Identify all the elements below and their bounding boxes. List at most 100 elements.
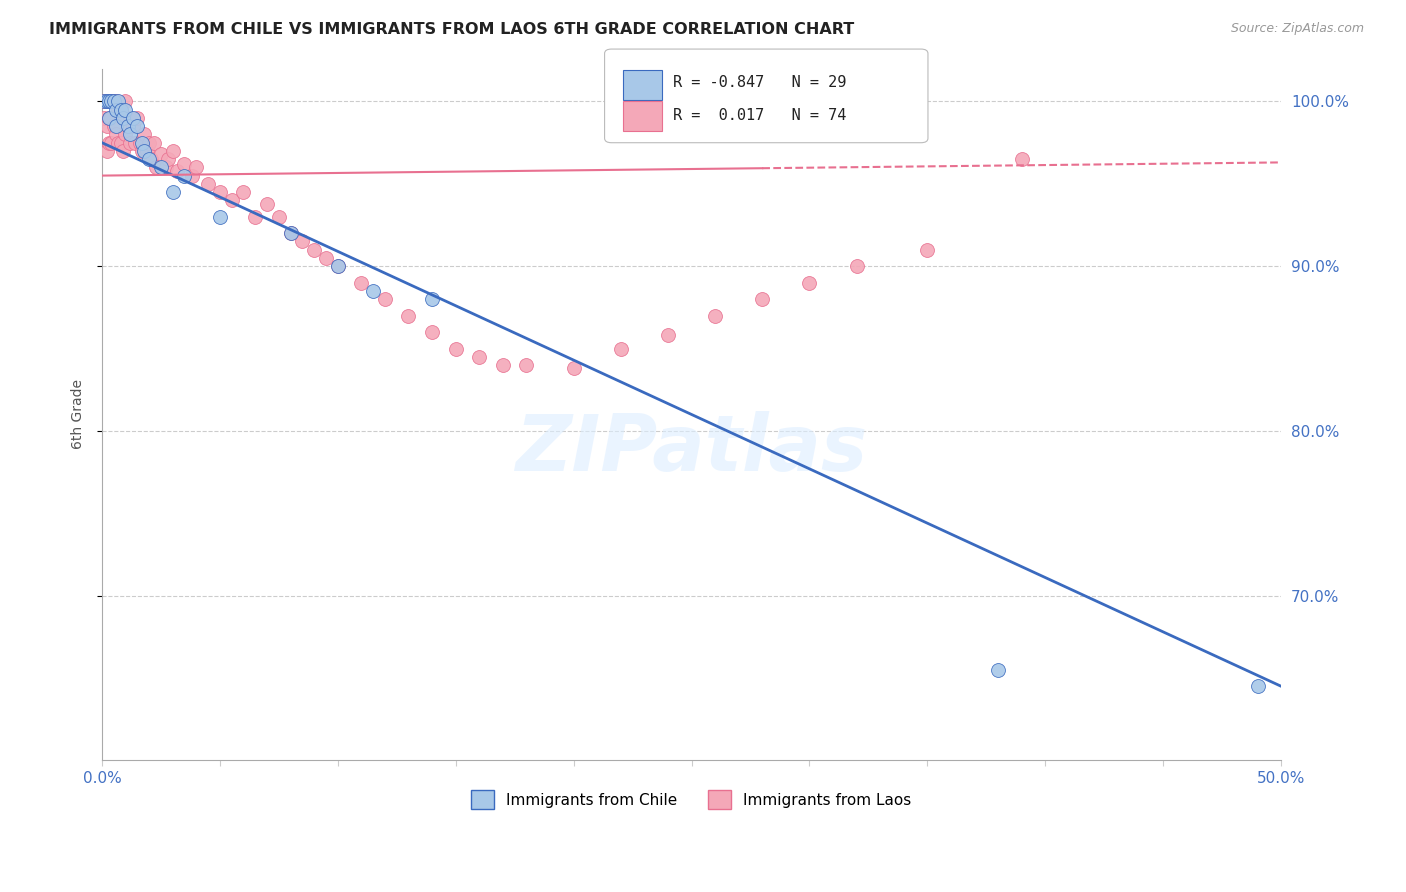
Point (103, 95, 125, 109)
Point (562, 361, 585, 376)
Point (114, 95, 136, 109)
Point (98, 111, 121, 125)
Point (105, 128, 128, 142)
Point (134, 144, 156, 158)
Point (232, 185, 254, 199)
Point (374, 292, 396, 306)
Point (302, 243, 325, 257)
Point (917, 243, 939, 257)
Point (96, 144, 118, 158)
Point (156, 152, 179, 166)
Point (845, 259, 868, 273)
Point (280, 226, 302, 240)
Point (492, 358, 515, 372)
Point (799, 276, 821, 290)
Point (291, 235, 314, 249)
Point (105, 95, 128, 109)
Point (131, 144, 153, 158)
Point (751, 292, 773, 306)
Point (245, 210, 267, 224)
Point (107, 136, 129, 150)
Point (120, 111, 142, 125)
Y-axis label: 6th Grade: 6th Grade (72, 379, 86, 450)
Point (180, 169, 202, 183)
Point (100, 111, 122, 125)
Text: IMMIGRANTS FROM CHILE VS IMMIGRANTS FROM LAOS 6TH GRADE CORRELATION CHART: IMMIGRANTS FROM CHILE VS IMMIGRANTS FROM… (49, 22, 855, 37)
Point (107, 95, 129, 109)
Point (173, 169, 195, 183)
Point (197, 177, 219, 191)
Point (120, 136, 142, 150)
Point (121, 111, 143, 125)
Point (107, 103, 129, 117)
Point (444, 342, 467, 356)
Text: ZIPatlas: ZIPatlas (516, 411, 868, 487)
Point (468, 350, 491, 364)
Point (98, 95, 121, 109)
Point (134, 128, 156, 142)
Point (96, 95, 118, 109)
Point (105, 119, 128, 133)
Point (162, 185, 184, 199)
Point (141, 152, 163, 166)
Point (135, 144, 157, 158)
Point (98, 136, 121, 150)
Point (110, 103, 132, 117)
Point (103, 95, 125, 109)
Point (114, 128, 136, 142)
Point (117, 119, 139, 133)
Point (326, 259, 349, 273)
Point (221, 194, 243, 208)
Point (186, 161, 208, 175)
Point (149, 147, 172, 161)
Point (1246, 679, 1268, 693)
Point (128, 136, 150, 150)
Point (131, 136, 153, 150)
Point (155, 161, 177, 175)
Point (112, 111, 135, 125)
Point (127, 111, 149, 125)
Legend: Immigrants from Chile, Immigrants from Laos: Immigrants from Chile, Immigrants from L… (465, 784, 918, 815)
Point (98, 111, 121, 125)
Point (1011, 152, 1033, 166)
Point (145, 161, 167, 175)
Point (420, 292, 443, 306)
Point (124, 136, 146, 150)
Point (93, 95, 115, 109)
Point (398, 309, 420, 323)
Point (610, 342, 633, 356)
Point (105, 103, 128, 117)
Point (138, 136, 160, 150)
Text: R =  0.017   N = 74: R = 0.017 N = 74 (673, 109, 846, 123)
Point (114, 103, 136, 117)
Point (100, 95, 122, 109)
Point (110, 136, 132, 150)
Point (98, 95, 121, 109)
Point (103, 119, 125, 133)
Point (657, 328, 679, 343)
Point (704, 309, 727, 323)
Text: Source: ZipAtlas.com: Source: ZipAtlas.com (1230, 22, 1364, 36)
Point (256, 196, 278, 211)
Point (93, 95, 115, 109)
Point (267, 210, 290, 224)
Point (361, 284, 384, 298)
Point (96, 95, 118, 109)
Point (987, 663, 1010, 677)
Point (326, 259, 349, 273)
Point (93, 111, 115, 125)
Point (420, 325, 443, 339)
Point (100, 136, 122, 150)
Point (166, 163, 188, 178)
Point (117, 119, 139, 133)
Point (162, 144, 184, 158)
Point (208, 210, 231, 224)
Point (142, 136, 165, 150)
Point (121, 119, 143, 133)
Text: R = -0.847   N = 29: R = -0.847 N = 29 (673, 76, 846, 90)
Point (173, 157, 195, 171)
Point (110, 103, 132, 117)
Point (280, 226, 302, 240)
Point (127, 119, 149, 133)
Point (350, 276, 373, 290)
